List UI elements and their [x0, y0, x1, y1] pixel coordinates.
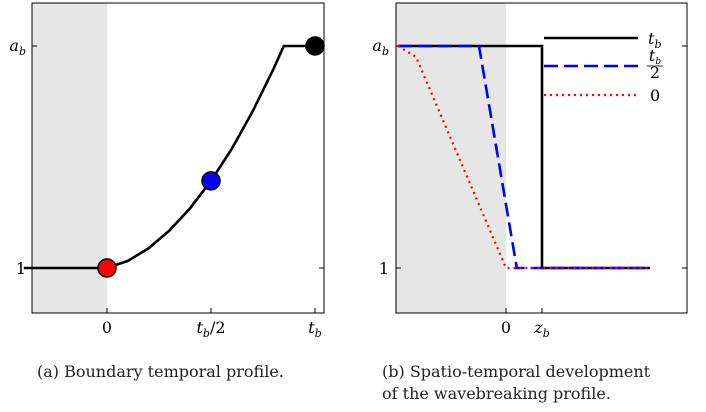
panel-b-caption-line-2: of the wavebreaking profile.	[382, 384, 611, 403]
panel-a-marker-start	[97, 258, 117, 278]
legend-label-0: 0	[650, 86, 660, 105]
panel-b-ytick-label-1: 1	[379, 259, 389, 278]
panel-a-boundary-temporal-profile: 1 ab 0 tb/2 tb	[9, 2, 325, 340]
panel-a-ytick-label-ab: ab	[9, 36, 26, 58]
svg-text:2: 2	[650, 63, 660, 82]
panel-b-xtick-label-zb: zb	[533, 318, 549, 340]
legend-label-tb2: tb 2	[647, 46, 663, 82]
panel-a-caption: (a) Boundary temporal profile.	[37, 362, 284, 381]
panel-a-marker-end	[305, 36, 325, 56]
panel-a-marker-mid	[201, 171, 221, 191]
panel-a-shaded-region	[32, 3, 107, 313]
panel-b-xtick-label-0: 0	[501, 318, 511, 337]
svg-text:tb: tb	[649, 46, 661, 67]
panel-b-shaded-region	[396, 3, 506, 313]
panel-b-spatio-temporal-profile: 1 ab 0 zb tb tb 2 0	[372, 2, 688, 340]
panel-a-xtick-label-tb: tb	[308, 318, 321, 340]
panel-a-ytick-label-1: 1	[16, 259, 26, 278]
panel-b-series-tb2-line	[398, 44, 650, 270]
panel-a-xtick-label-tb2: tb/2	[196, 318, 225, 340]
panel-b-legend: tb tb 2 0	[544, 29, 663, 105]
panel-a-profile-line	[23, 44, 315, 270]
legend-label-tb: tb	[648, 29, 661, 51]
panel-a-xtick-label-0: 0	[102, 318, 112, 337]
panel-b-caption-line-1: (b) Spatio-temporal development	[382, 362, 651, 381]
panel-a-axes-box	[31, 2, 325, 314]
panel-b-ytick-label-ab: ab	[372, 36, 389, 58]
